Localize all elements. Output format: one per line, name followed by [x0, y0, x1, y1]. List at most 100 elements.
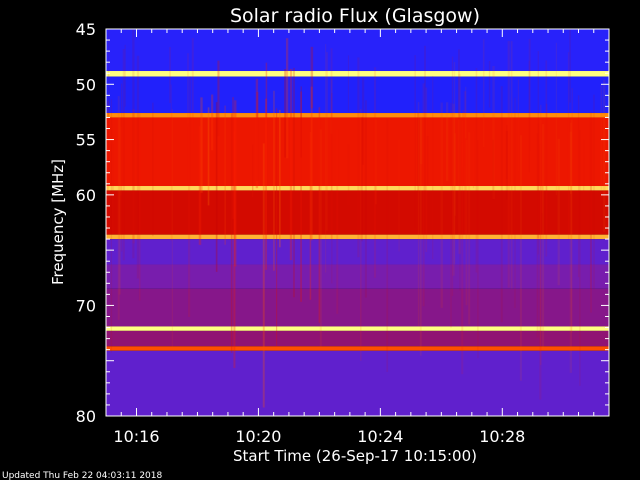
burst-streak — [482, 39, 485, 148]
burst-streak — [207, 107, 210, 206]
spectral-band — [106, 346, 609, 351]
burst-streak — [273, 90, 275, 271]
burst-streak — [187, 127, 191, 318]
burst-streak — [285, 38, 289, 159]
spectral-band — [106, 113, 609, 118]
burst-streak — [108, 29, 110, 166]
burst-streak — [211, 94, 214, 151]
burst-streak — [517, 79, 519, 171]
burst-streak — [445, 102, 449, 182]
burst-streak — [289, 68, 293, 261]
burst-streak — [117, 96, 120, 320]
burst-streak — [545, 60, 548, 257]
spectral-band — [106, 239, 609, 265]
burst-streak — [420, 116, 423, 165]
burst-streak — [265, 62, 268, 124]
y-tick-label: 80 — [76, 407, 96, 426]
burst-streak — [461, 142, 464, 375]
burst-streak — [475, 67, 478, 273]
burst-streak — [106, 100, 109, 197]
burst-streak — [459, 114, 461, 291]
burst-streak — [232, 97, 234, 219]
burst-streak — [425, 87, 428, 252]
burst-streak — [198, 126, 202, 245]
burst-streak — [364, 100, 367, 298]
burst-streak — [537, 123, 540, 238]
spectral-band — [106, 117, 609, 187]
burst-streak — [398, 139, 400, 252]
burst-streak — [414, 55, 416, 228]
burst-streak — [252, 144, 254, 198]
burst-streak — [462, 110, 465, 167]
burst-streak — [462, 120, 464, 168]
burst-streak — [579, 129, 581, 386]
burst-streak — [284, 69, 287, 158]
burst-streak — [120, 126, 122, 196]
burst-streak — [200, 97, 203, 193]
burst-streak — [171, 108, 173, 351]
burst-streak — [528, 60, 530, 173]
burst-streak — [519, 135, 522, 381]
burst-streak — [330, 48, 333, 240]
burst-streak — [450, 102, 452, 328]
burst-streak — [528, 38, 531, 151]
y-tick-label: 55 — [76, 131, 96, 150]
burst-streak — [124, 44, 126, 107]
burst-streak — [215, 102, 218, 272]
burst-streak — [326, 52, 328, 231]
burst-streak — [309, 131, 312, 300]
burst-streak — [465, 139, 468, 306]
burst-streak — [310, 86, 313, 241]
burst-streak — [569, 131, 573, 373]
burst-streak — [265, 98, 268, 270]
spectral-band — [106, 264, 609, 289]
spectral-band — [106, 330, 609, 347]
burst-streak — [454, 133, 456, 216]
burst-streak — [136, 55, 140, 279]
y-tick-label: 45 — [76, 20, 96, 39]
burst-streak — [472, 130, 475, 189]
burst-streak — [331, 93, 333, 284]
burst-streak — [477, 139, 479, 359]
burst-streak — [451, 56, 454, 296]
burst-streak — [458, 74, 461, 254]
burst-streak — [589, 111, 593, 290]
burst-streak — [536, 133, 539, 338]
chart-title: Solar radio Flux (Glasgow) — [230, 5, 480, 27]
burst-streak — [505, 130, 508, 200]
burst-streak — [357, 57, 360, 258]
burst-streak — [468, 132, 471, 325]
spectral-band — [106, 76, 609, 114]
burst-streak — [541, 124, 545, 349]
burst-streak — [318, 107, 321, 323]
plot-area — [106, 29, 609, 416]
x-axis-label: Start Time (26-Sep-17 10:15:00) — [233, 447, 477, 465]
x-tick-label: 10:16 — [113, 427, 159, 446]
burst-streak — [593, 94, 595, 290]
spectral-band — [106, 288, 609, 327]
y-tick-label: 60 — [76, 186, 96, 205]
burst-streak — [234, 100, 237, 267]
burst-streak — [374, 119, 378, 205]
plot-frame — [105, 28, 610, 417]
burst-streak — [419, 114, 422, 356]
burst-streak — [507, 41, 510, 288]
spectral-band — [106, 71, 609, 77]
burst-streak — [278, 109, 281, 248]
y-axis-label: Frequency [MHz] — [49, 159, 67, 285]
burst-streak — [347, 55, 349, 112]
burst-streak — [276, 108, 278, 347]
y-tick-label: 50 — [76, 75, 96, 94]
burst-streak — [424, 45, 426, 192]
burst-streak — [310, 46, 314, 109]
burst-streak — [359, 108, 362, 362]
burst-streak — [336, 129, 339, 314]
spectral-band — [106, 29, 609, 72]
burst-streak — [191, 38, 194, 143]
burst-streak — [170, 84, 172, 242]
burst-streak — [453, 62, 456, 264]
burst-streak — [539, 144, 542, 400]
spectral-band — [106, 190, 609, 235]
burst-streak — [417, 112, 420, 193]
